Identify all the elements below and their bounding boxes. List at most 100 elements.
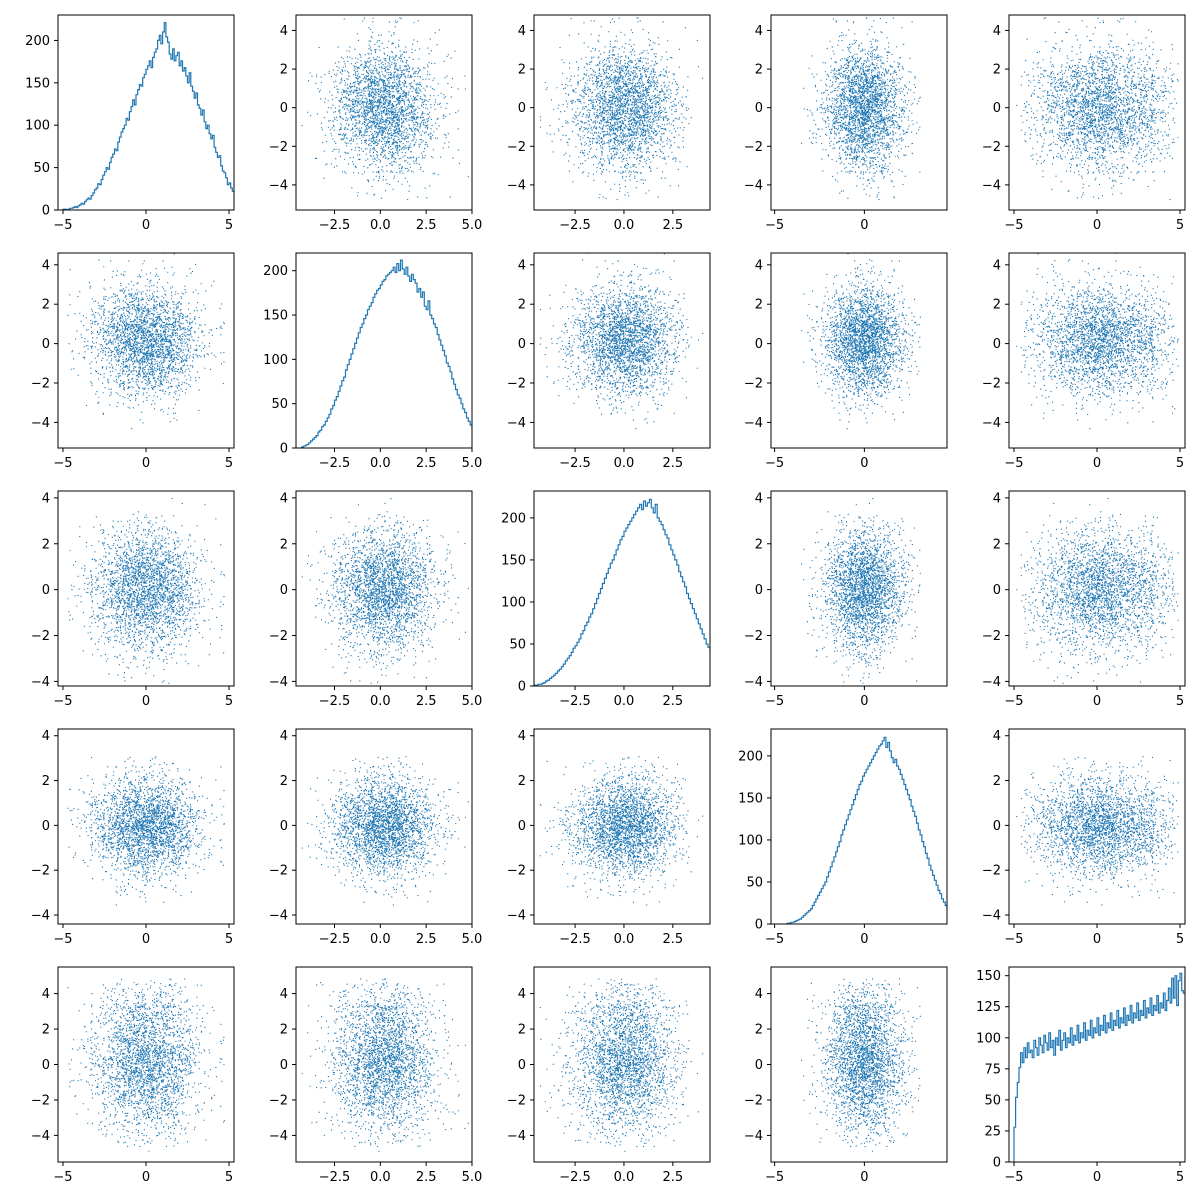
x-tick-label: 5 (225, 1170, 233, 1185)
scatter-points (539, 978, 704, 1152)
y-tick-label: −4 (507, 416, 526, 431)
x-tick-label: −5 (765, 694, 784, 709)
y-tick-label: 0 (42, 204, 50, 219)
y-tick-label: 4 (42, 491, 50, 506)
y-tick-label: −4 (744, 416, 763, 431)
panel-r4-c5: −5 0 5 −4 −2 0 2 4 (982, 728, 1186, 947)
x-tick-label: −5 (765, 932, 784, 947)
y-tick-label: 2 (993, 298, 1001, 313)
y-tick-label: −4 (507, 178, 526, 193)
x-tick-label: 5 (225, 694, 233, 709)
x-tick-label: 0 (1093, 1170, 1101, 1185)
scatter-points (301, 498, 469, 684)
scatter-point-set (301, 756, 469, 906)
y-tick-label: 0 (755, 918, 763, 933)
scatter-points (801, 498, 921, 684)
scatter-point-set (301, 17, 469, 201)
y-tick-label: −4 (31, 1129, 50, 1144)
x-tick-label: 0 (860, 932, 868, 947)
x-tick-label: 2.5 (416, 932, 437, 947)
histogram-step-line (300, 259, 472, 448)
y-tick-label: 4 (993, 24, 1001, 39)
axes-frame (295, 966, 473, 1163)
scatter-points (539, 17, 704, 201)
scatter-point-set (801, 498, 921, 684)
x-tick-label: 2.5 (663, 218, 684, 233)
y-tick-label: 2 (518, 298, 526, 313)
x-tick-label: 5 (1176, 932, 1184, 947)
x-tick-label: −2.5 (319, 694, 351, 709)
x-tick-label: 5 (1176, 694, 1184, 709)
y-tick-label: 2 (42, 537, 50, 552)
y-tick-label: 0 (993, 819, 1001, 834)
x-tick-label: −5 (1004, 694, 1023, 709)
y-tick-label: 2 (280, 63, 288, 78)
y-tick-label: 4 (280, 24, 288, 39)
y-tick-label: 0 (993, 101, 1001, 116)
x-tick-label: 0 (860, 218, 868, 233)
x-tick-label: 2.5 (416, 694, 437, 709)
x-tick-label: 0 (860, 1170, 868, 1185)
y-tick-label: −2 (982, 629, 1001, 644)
y-tick-label: 0 (518, 337, 526, 352)
scatter-point-set (801, 978, 921, 1152)
x-tick-label: 0 (1093, 932, 1101, 947)
x-tick-label: −5 (1004, 1170, 1023, 1185)
y-tick-label: 2 (518, 1023, 526, 1038)
y-tick-label: 4 (755, 491, 763, 506)
y-tick-label: 0 (42, 583, 50, 598)
y-tick-label: −2 (744, 377, 763, 392)
axes-frame (57, 252, 235, 449)
histogram-step-line (786, 736, 947, 924)
y-tick-label: 150 (501, 553, 526, 568)
y-tick-label: −4 (31, 675, 50, 690)
y-tick-label: −4 (507, 1129, 526, 1144)
x-tick-label: 5 (1176, 1170, 1184, 1185)
y-tick-label: 2 (755, 298, 763, 313)
panel-r2-c3: −2.5 0.0 2.5 −4 −2 0 2 4 (507, 252, 711, 471)
y-tick-label: −2 (507, 140, 526, 155)
y-tick-label: 100 (263, 353, 288, 368)
y-tick-label: 2 (42, 298, 50, 313)
y-tick-label: −4 (269, 909, 288, 924)
x-tick-label: −5 (765, 456, 784, 471)
y-tick-label: 4 (280, 491, 288, 506)
x-tick-label: 2.5 (416, 1170, 437, 1185)
histogram-step-line (534, 498, 710, 686)
x-tick-label: −5 (1004, 932, 1023, 947)
scatter-points (801, 253, 921, 430)
scatter-points (539, 756, 704, 906)
x-tick-label: 0 (1093, 218, 1101, 233)
x-tick-label: 5.0 (462, 456, 483, 471)
y-tick-label: 4 (518, 987, 526, 1002)
y-tick-label: 50 (509, 637, 526, 652)
y-tick-label: −2 (31, 377, 50, 392)
scatter-point-set (1016, 498, 1179, 684)
axes-frame (295, 252, 473, 449)
y-tick-label: 4 (993, 258, 1001, 273)
y-tick-label: −2 (744, 1093, 763, 1108)
y-tick-label: 100 (738, 833, 763, 848)
y-tick-label: 4 (755, 24, 763, 39)
panel-r3-c1: −5 0 5 −4 −2 0 2 4 (31, 490, 235, 709)
y-tick-label: 0 (280, 1058, 288, 1073)
y-tick-label: −2 (507, 864, 526, 879)
panel-r5-c4: −5 0 −4 −2 0 2 4 (744, 966, 948, 1185)
scatter-points (301, 978, 469, 1152)
y-tick-label: 150 (738, 791, 763, 806)
axes-frame (770, 490, 948, 687)
x-tick-label: −2.5 (319, 1170, 351, 1185)
panel-r3-c3: −2.5 0.0 2.5 0 50 100 150 200 (501, 490, 711, 709)
y-tick-label: −4 (31, 416, 50, 431)
x-tick-label: 2.5 (663, 932, 684, 947)
y-tick-label: −4 (507, 909, 526, 924)
y-tick-label: 200 (738, 749, 763, 764)
x-tick-label: −5 (53, 456, 72, 471)
panel-r1-c4: −5 0 −4 −2 0 2 4 (744, 14, 948, 233)
x-tick-label: 5 (225, 932, 233, 947)
y-tick-label: 2 (993, 774, 1001, 789)
x-tick-label: 0 (1093, 694, 1101, 709)
y-tick-label: 50 (271, 397, 288, 412)
x-tick-label: 0.0 (614, 456, 635, 471)
